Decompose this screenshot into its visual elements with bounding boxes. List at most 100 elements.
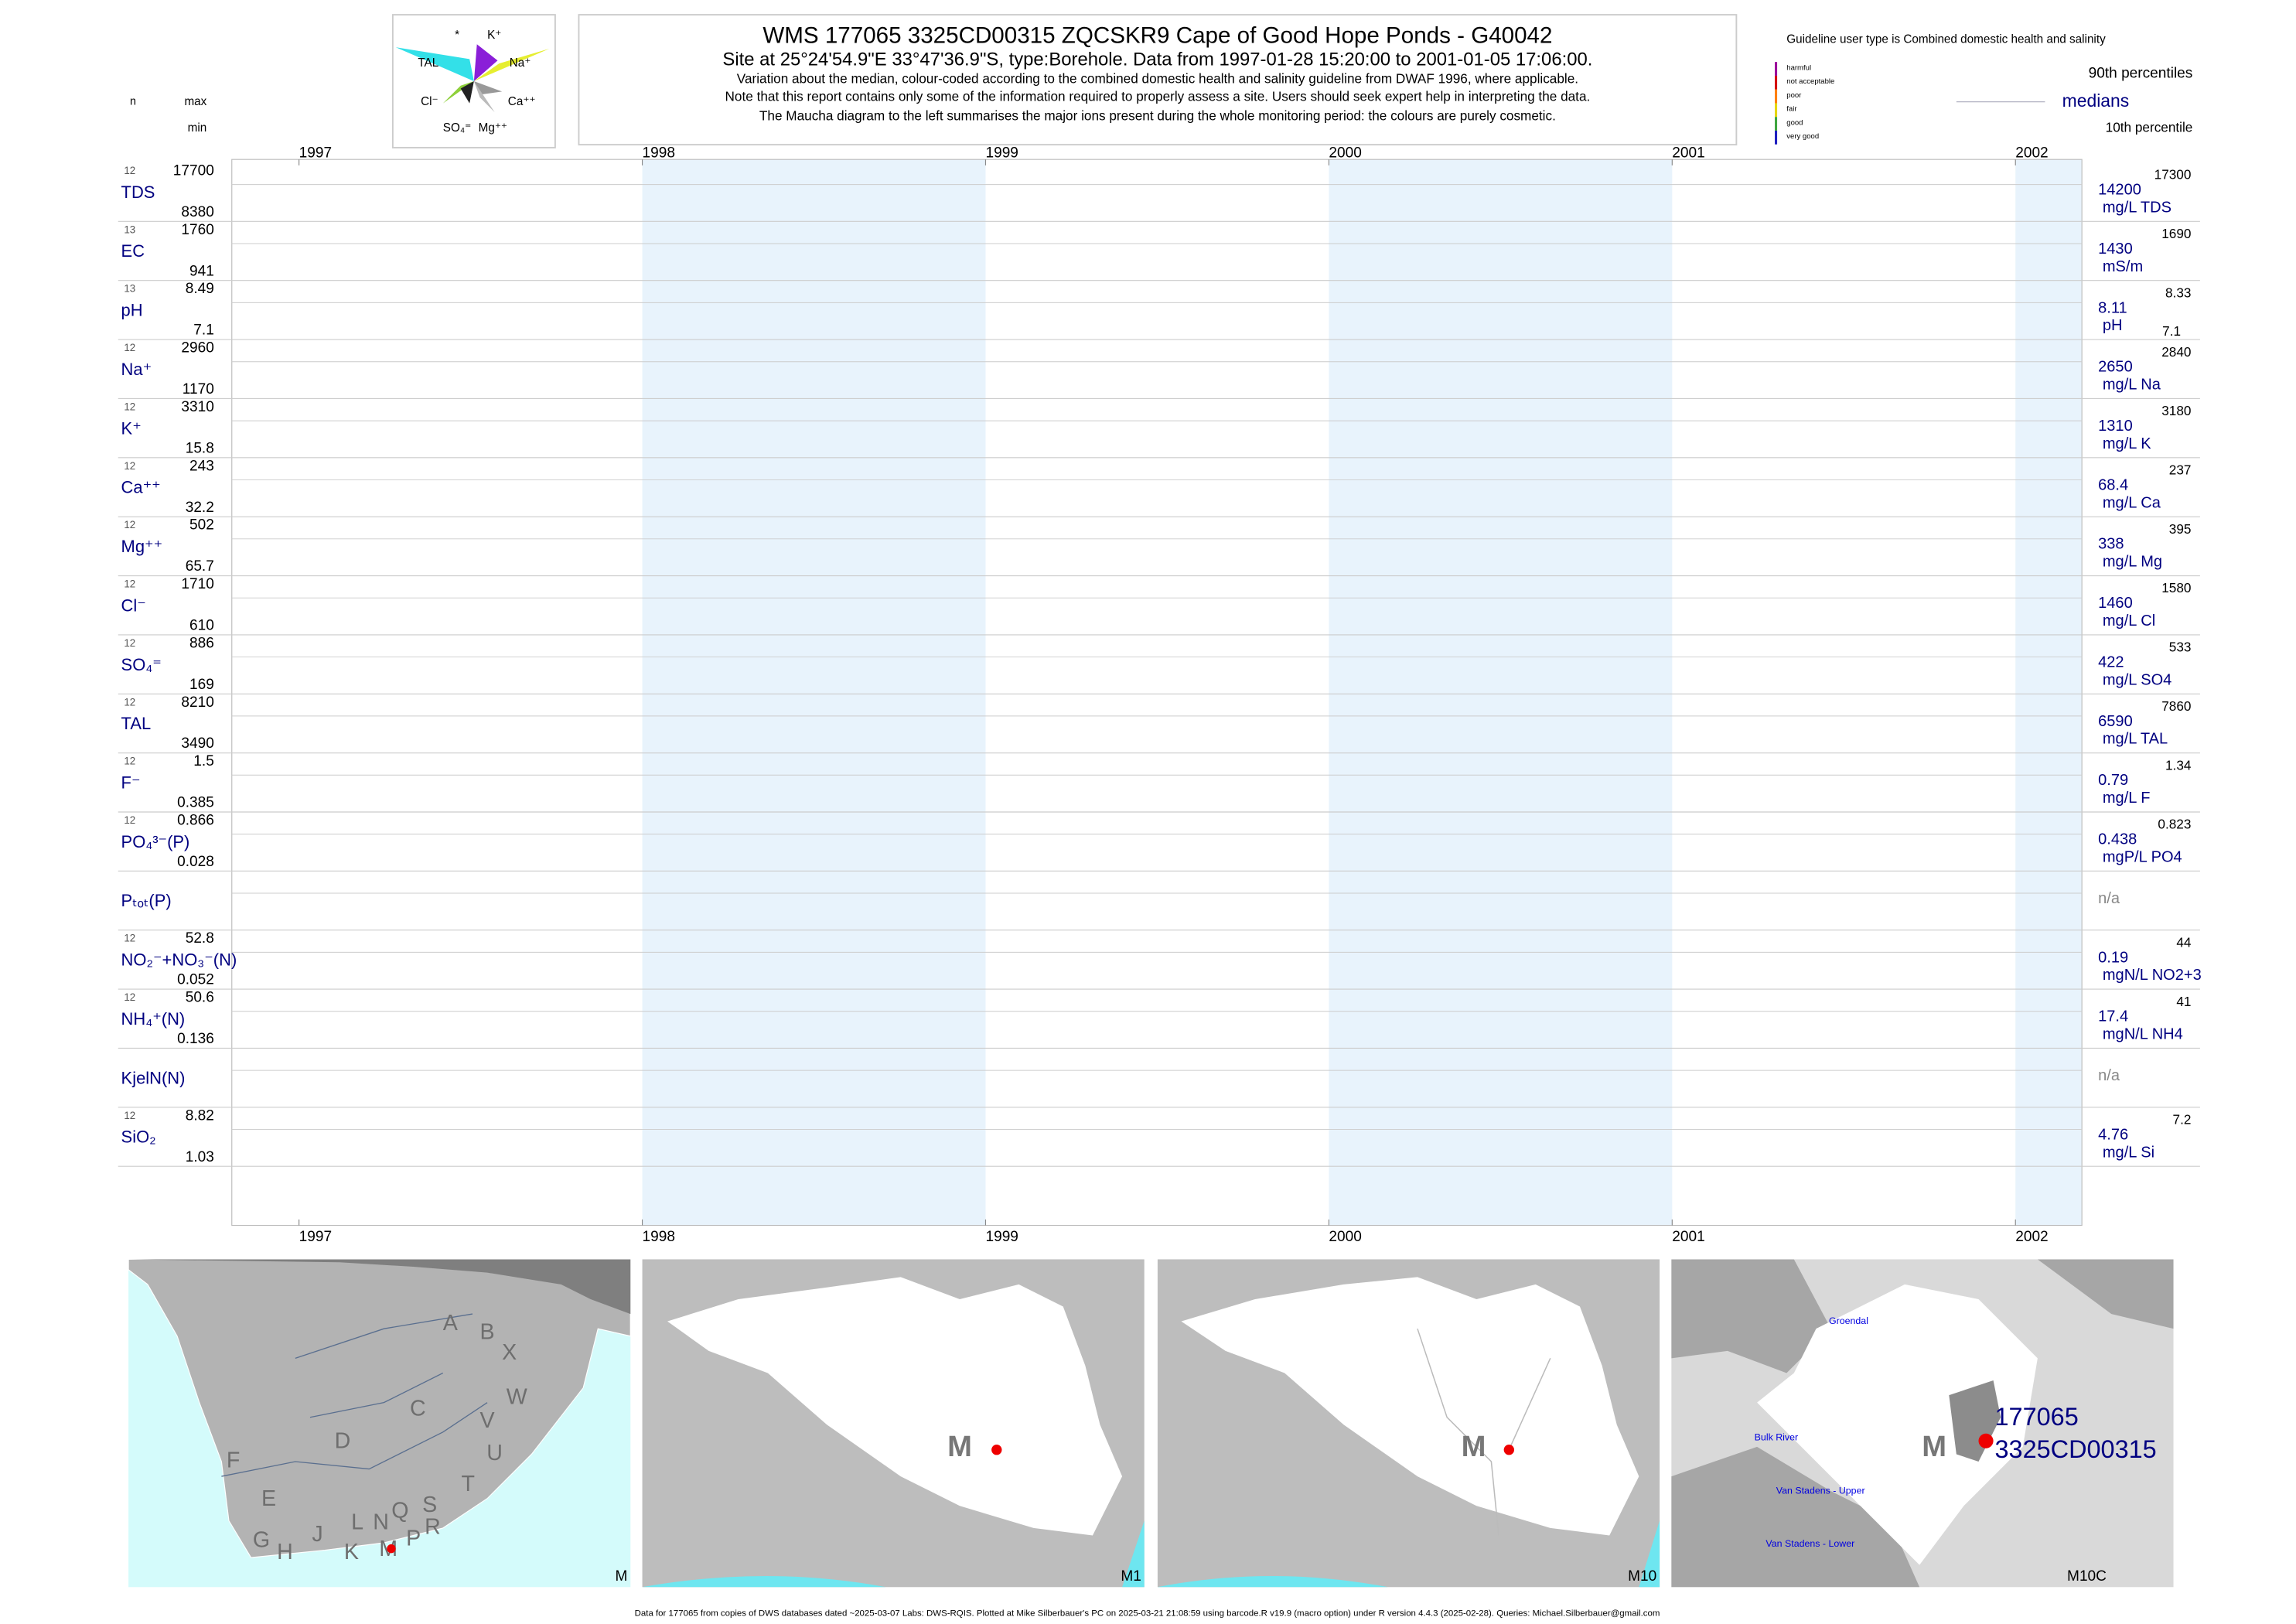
place-label: Van Stadens - Upper	[1776, 1485, 1865, 1496]
p90-value: 395	[2169, 521, 2192, 537]
year-band	[2015, 159, 2083, 1226]
unit: mg/L Si	[2103, 1144, 2154, 1161]
note: Note that this report contains only some…	[725, 89, 1591, 104]
parameter-name: EC	[121, 241, 145, 261]
unit: mg/L Cl	[2103, 612, 2155, 629]
year-label: 2001	[1672, 1229, 1704, 1245]
map-panel	[128, 1258, 631, 1588]
unit: mgN/L NH4	[2103, 1026, 2183, 1043]
site-dot	[1503, 1445, 1515, 1455]
maucha-label: Ca⁺⁺	[508, 95, 536, 108]
max-value: 1760	[181, 222, 213, 238]
p90-value: 0.823	[2158, 817, 2191, 832]
title: WMS 177065 3325CD00315 ZQCSKR9 Cape of G…	[762, 23, 1552, 49]
median-value: n/a	[2098, 890, 2120, 907]
year-band	[642, 159, 986, 1226]
subtitle: Site at 25°24'54.9"E 33°47'36.9"S, type:…	[722, 49, 1592, 70]
site-dot	[1978, 1433, 1994, 1448]
p90-value: 533	[2169, 640, 2192, 655]
sample-count: 12	[124, 401, 135, 412]
year-label: 1998	[643, 1229, 675, 1245]
legend-median: medians	[2062, 90, 2130, 111]
max-value: 8.82	[186, 1107, 214, 1124]
max-value: 8210	[181, 694, 213, 711]
year-band	[1329, 159, 1673, 1226]
p90-value: 1.34	[2165, 757, 2192, 773]
parameter-name: TDS	[121, 183, 155, 202]
median-value: 2650	[2098, 359, 2133, 376]
legend-swatch	[1775, 89, 1778, 104]
sample-count: 12	[124, 1110, 135, 1121]
unit: mgP/L PO4	[2103, 848, 2182, 865]
year-label: 1997	[299, 145, 332, 162]
header-min: min	[188, 121, 207, 135]
unit: mg/L SO4	[2103, 671, 2171, 688]
min-value: 0.028	[177, 854, 214, 870]
max-value: 1.5	[193, 753, 214, 769]
p90-value: 7.2	[2173, 1112, 2192, 1128]
median-value: 14200	[2098, 182, 2141, 199]
max-value: 0.866	[177, 813, 214, 829]
max-value: 50.6	[186, 990, 214, 1006]
note: Variation about the median, colour-coded…	[737, 71, 1578, 87]
parameter-name: Cl⁻	[121, 595, 146, 615]
sample-count: 12	[124, 342, 135, 353]
parameter-name: Mg⁺⁺	[121, 537, 163, 556]
min-value: 32.2	[186, 500, 214, 516]
maucha-label: Cl⁻	[421, 95, 438, 108]
maucha-label: Na⁺	[510, 56, 531, 70]
min-value: 3490	[181, 735, 213, 752]
min-value: 1.03	[186, 1149, 214, 1165]
maucha-label: Mg⁺⁺	[479, 121, 507, 135]
parameter-name: NO₂⁻+NO₃⁻(N)	[121, 950, 237, 970]
legend-label: good	[1786, 118, 1803, 127]
legend-swatch	[1775, 62, 1778, 76]
maucha-label: K⁺	[487, 29, 501, 42]
header-n: n	[130, 96, 136, 108]
median-value: 1310	[2098, 418, 2133, 435]
p10-value: 7.1	[2162, 323, 2181, 339]
sample-count: 12	[124, 814, 135, 826]
maps: MM1M10M10CABXWCVDUTFESQRLNPGHJKMMMMGroen…	[128, 1258, 2174, 1588]
median-value: 8.11	[2098, 299, 2127, 316]
legend-p10: 10th percentile	[2106, 120, 2193, 135]
max-value: 2960	[181, 340, 213, 357]
site-marker-label: M	[947, 1430, 972, 1463]
unit: pH	[2103, 317, 2123, 334]
legend-p90: 90th percentiles	[2089, 66, 2193, 82]
sample-count: 13	[124, 223, 135, 235]
region-letter: E	[261, 1486, 276, 1511]
region-letter: D	[335, 1429, 351, 1454]
sample-count: 12	[124, 933, 135, 944]
site-label: 3325CD00315	[1994, 1435, 2156, 1463]
place-label: Van Stadens - Lower	[1765, 1538, 1854, 1549]
unit: mgN/L NO2+3	[2103, 967, 2202, 984]
place-label: Bulk River	[1755, 1432, 1798, 1443]
legend-swatch	[1775, 117, 1778, 131]
sample-count: 12	[124, 991, 135, 1003]
site-dot	[387, 1544, 396, 1554]
map-panel	[642, 1259, 1145, 1588]
median-value: 1430	[2098, 241, 2133, 258]
plot-frame	[231, 159, 2083, 1227]
legend-title: Guideline user type is Combined domestic…	[1786, 33, 2106, 46]
sample-count: 12	[124, 165, 135, 176]
sample-count: 12	[124, 637, 135, 649]
region-letter: T	[462, 1472, 476, 1496]
parameter-name: Pₜₒₜ(P)	[121, 891, 172, 910]
region-letter: N	[373, 1510, 389, 1535]
sample-count: 12	[124, 460, 135, 472]
region-letter: C	[410, 1397, 426, 1421]
plot-area: 1997 1997 1998 1998 1999 1999 2000 2000 2001 2001…	[118, 145, 2202, 1245]
parameter-name: Na⁺	[121, 360, 152, 379]
region-letter: L	[351, 1510, 363, 1535]
region-letter: W	[507, 1384, 527, 1409]
sample-count: 12	[124, 519, 135, 531]
maucha-sector	[460, 81, 474, 104]
parameter-name: K⁺	[121, 418, 142, 438]
map-panel	[1671, 1259, 2174, 1588]
max-value: 502	[189, 517, 214, 534]
median-value: 422	[2098, 653, 2124, 670]
map-label: M10	[1628, 1568, 1656, 1585]
min-value: 0.136	[177, 1031, 214, 1047]
